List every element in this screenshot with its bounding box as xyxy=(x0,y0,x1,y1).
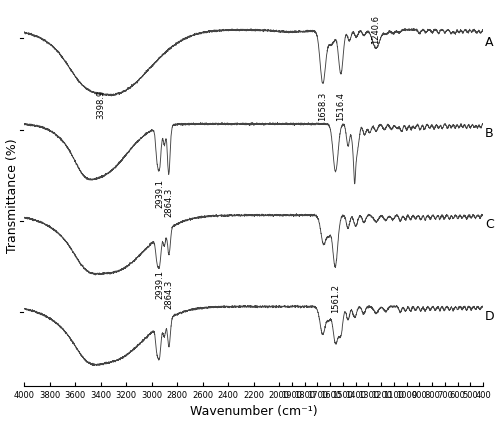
Text: 3398.9: 3398.9 xyxy=(96,89,106,119)
Text: 1658.3: 1658.3 xyxy=(318,92,327,121)
Text: C: C xyxy=(485,218,494,231)
Text: 2864.3: 2864.3 xyxy=(164,188,173,218)
Text: 2939.1: 2939.1 xyxy=(155,270,164,299)
Text: 2939.1: 2939.1 xyxy=(155,179,164,208)
Text: 1561.2: 1561.2 xyxy=(330,284,340,312)
Text: 1240.6: 1240.6 xyxy=(372,15,380,44)
Text: B: B xyxy=(485,127,494,140)
X-axis label: Wavenumber (cm⁻¹): Wavenumber (cm⁻¹) xyxy=(190,405,318,418)
Text: A: A xyxy=(485,36,494,49)
Text: 1516.4: 1516.4 xyxy=(336,92,345,121)
Text: D: D xyxy=(485,310,494,323)
Text: 2864.3: 2864.3 xyxy=(164,279,173,309)
Y-axis label: Transmittance (%): Transmittance (%) xyxy=(6,139,18,253)
